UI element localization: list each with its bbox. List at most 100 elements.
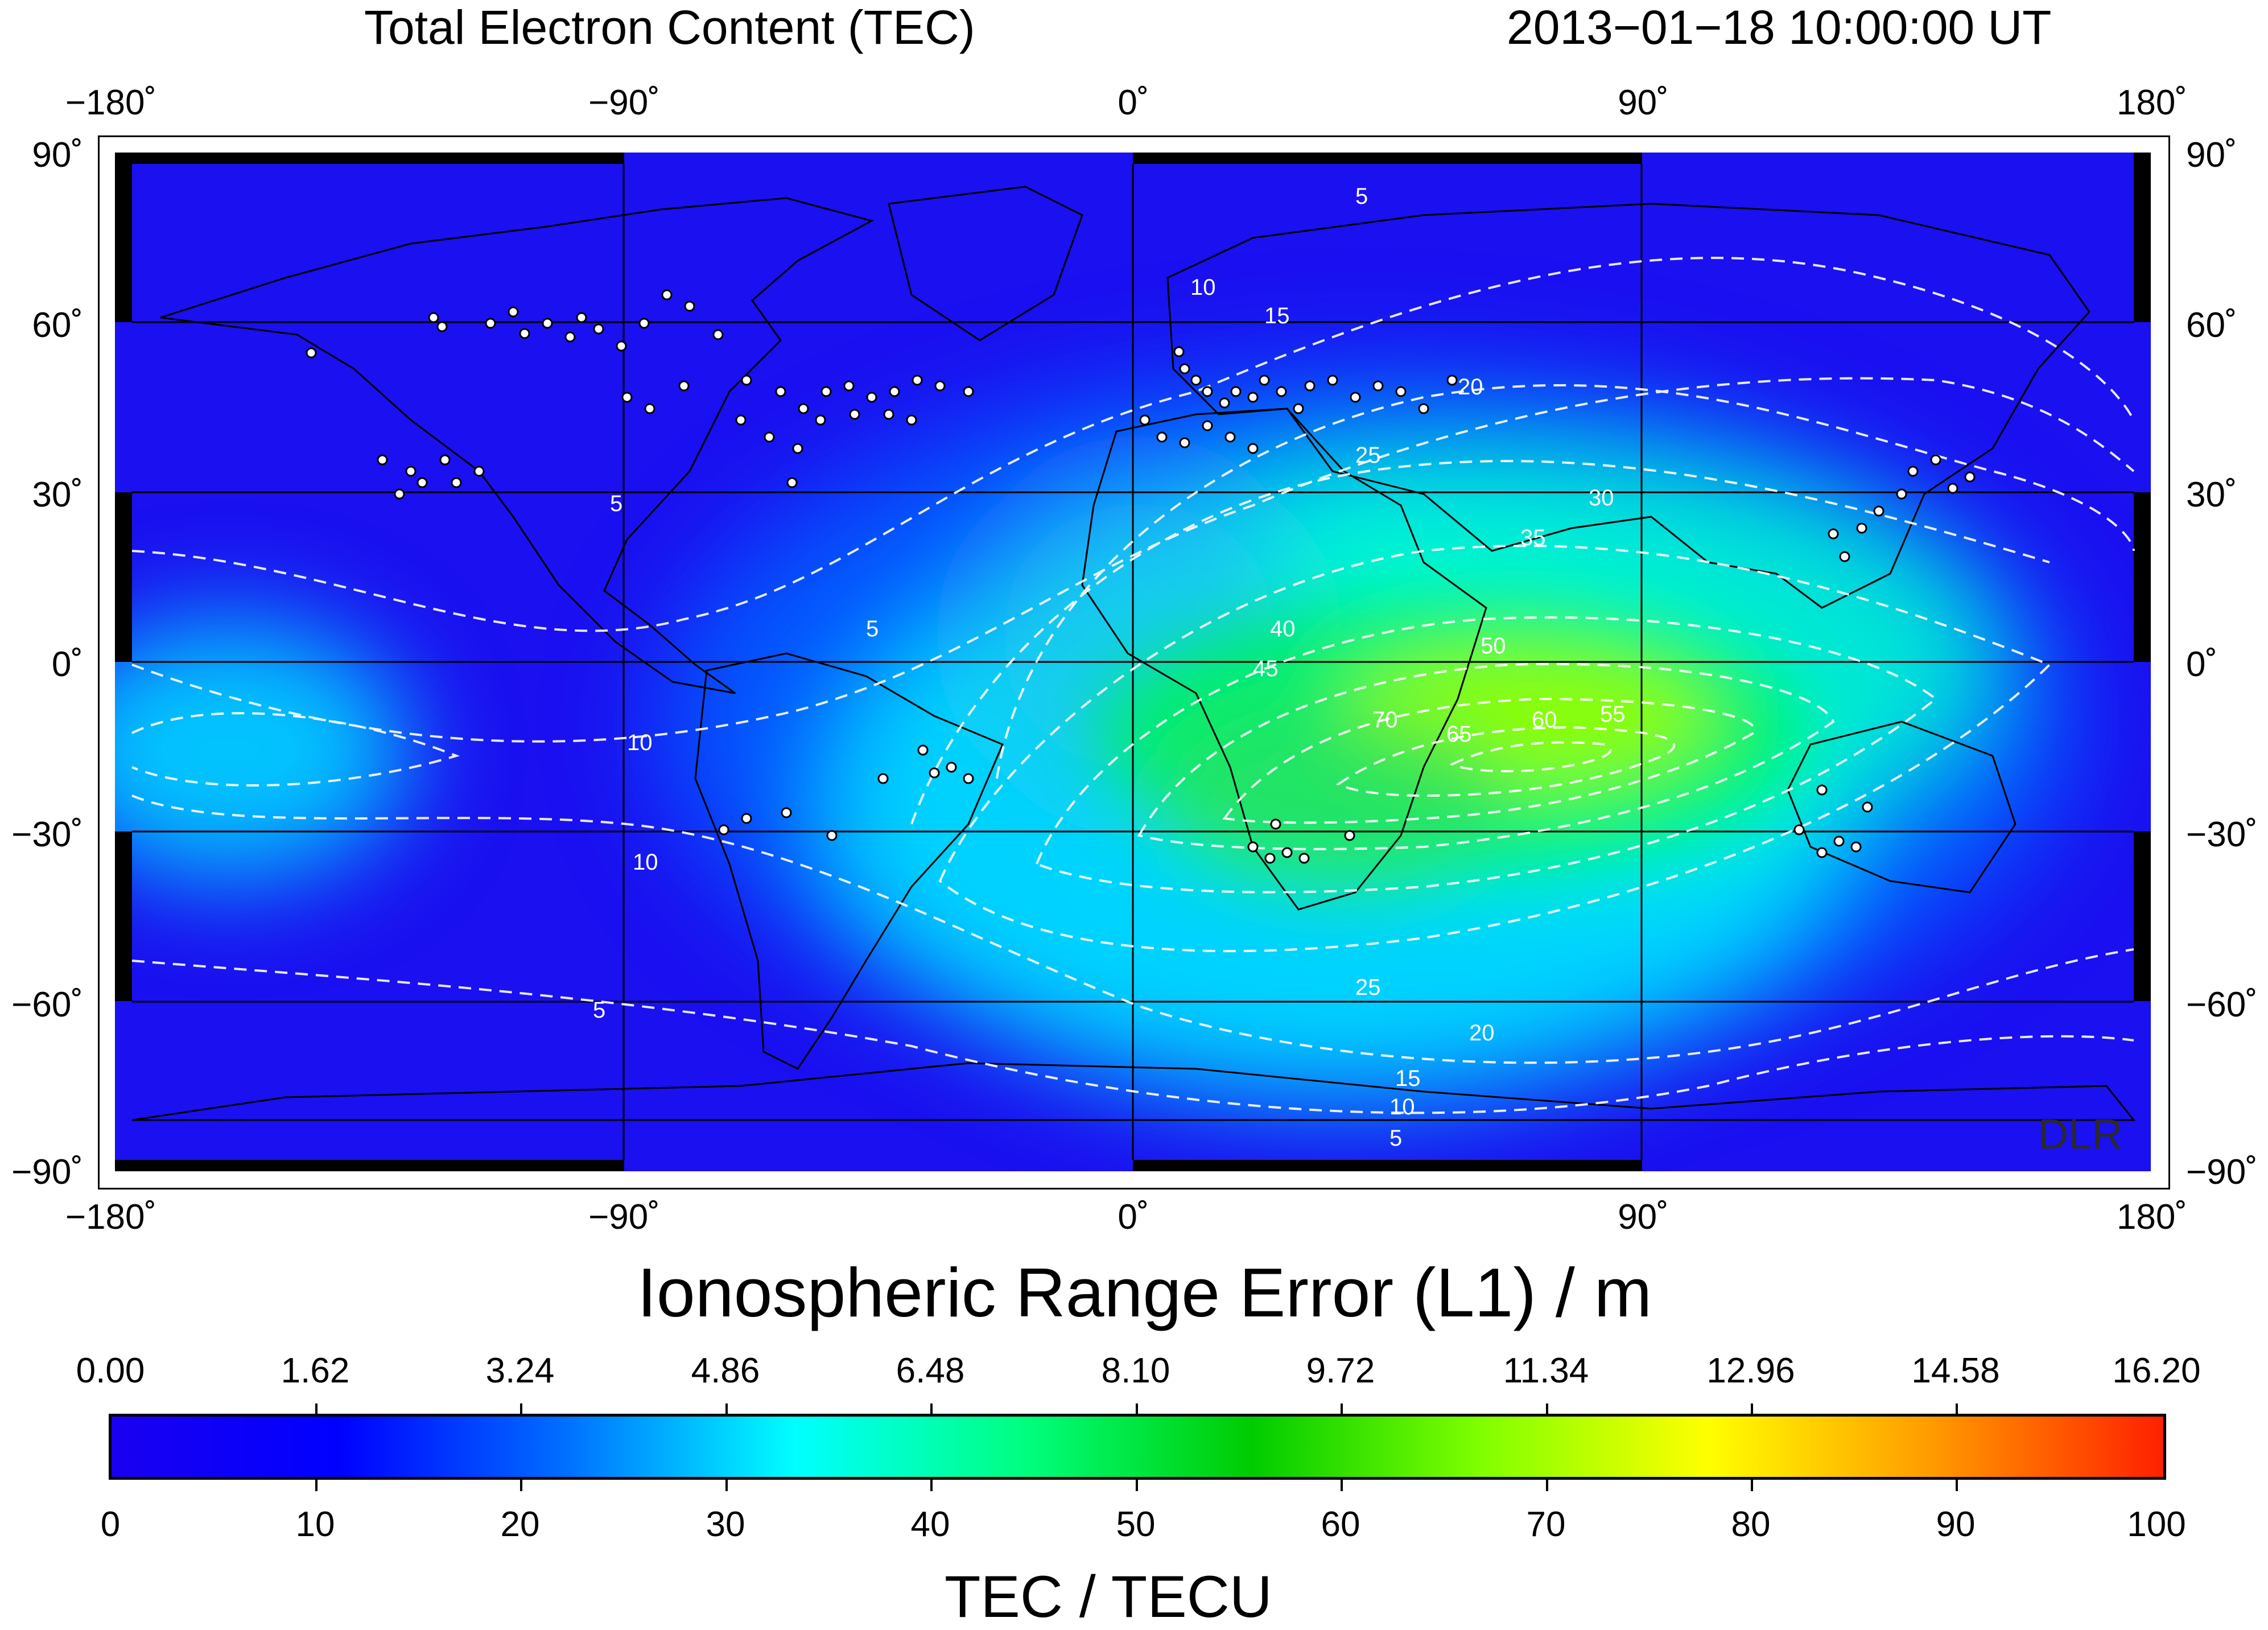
range-tick-label: 3.24 xyxy=(485,1351,555,1390)
contour-label: 55 xyxy=(1600,702,1626,727)
colorbar-tick xyxy=(930,1403,933,1416)
colorbar xyxy=(109,1414,2166,1480)
lat-label-left-30: 30˚ xyxy=(32,475,83,514)
tec-tick-label: 50 xyxy=(1116,1505,1156,1544)
contour-5-north xyxy=(131,257,2135,632)
contour-label: 45 xyxy=(1253,656,1279,681)
lon-label-bottom-0: 0˚ xyxy=(1117,1197,1149,1237)
lat-label-right-m90: −90˚ xyxy=(2186,1152,2258,1192)
colorbar-tick xyxy=(520,1479,522,1491)
range-tick-label: 6.48 xyxy=(896,1351,965,1390)
range-tick-label: 0.00 xyxy=(76,1351,145,1390)
lon-label-top-m90: −90˚ xyxy=(588,83,660,122)
greenland-coast xyxy=(888,186,1083,341)
contour-20 xyxy=(910,460,2050,825)
lat-label-right-m60: −60˚ xyxy=(2186,985,2258,1024)
eurasia-coast xyxy=(1166,203,2090,609)
lat-label-left-m90: −90˚ xyxy=(11,1152,83,1192)
contour-10-south xyxy=(131,795,2134,1064)
contour-label: 5 xyxy=(1355,184,1368,209)
range-tick-label: 9.72 xyxy=(1306,1351,1375,1390)
colorbar-tick xyxy=(520,1403,522,1416)
lon-label-top-180: 180˚ xyxy=(2116,83,2188,122)
range-tick-label: 12.96 xyxy=(1706,1351,1795,1390)
contour-label: 10 xyxy=(1190,275,1216,300)
lon-label-bottom-m180: −180˚ xyxy=(65,1197,157,1237)
colorbar-tick xyxy=(1136,1479,1138,1491)
contour-15 xyxy=(996,384,2135,779)
timestamp: 2013−01−18 10:00:00 UT xyxy=(1507,1,2052,54)
contour-label: 70 xyxy=(1372,707,1398,732)
range-error-title: Ionospheric Range Error (L1) / m xyxy=(637,1254,1652,1331)
africa-coast xyxy=(1081,407,1487,911)
colorbar-tick xyxy=(1341,1403,1343,1416)
colorbar-tick xyxy=(725,1403,728,1416)
lon-label-top-0: 0˚ xyxy=(1117,83,1149,122)
lon-label-bottom-90: 90˚ xyxy=(1618,1197,1669,1237)
lon-label-bottom-m90: −90˚ xyxy=(588,1197,660,1237)
contour-label: 5 xyxy=(866,616,879,641)
tec-tick-label: 10 xyxy=(295,1505,335,1544)
lat-label-right-30: 30˚ xyxy=(2186,475,2237,514)
contour-label: 5 xyxy=(1389,1126,1402,1151)
contour-label: 20 xyxy=(1469,1020,1495,1045)
australia-coast xyxy=(1787,721,2017,894)
contour-60 xyxy=(1336,726,1676,797)
contour-label: 15 xyxy=(1264,303,1290,328)
lon-label-top-90: 90˚ xyxy=(1618,83,1669,122)
tec-tick-label: 0 xyxy=(100,1505,121,1544)
contour-5-south xyxy=(131,960,2134,1114)
tec-tick-label: 70 xyxy=(1526,1505,1566,1544)
contour-label: 35 xyxy=(1520,525,1546,550)
contour-label: 60 xyxy=(1532,707,1557,732)
contour-70 xyxy=(1449,741,1612,772)
contour-label: 30 xyxy=(1589,485,1614,511)
colorbar-tick xyxy=(1751,1403,1753,1416)
range-tick-label: 8.10 xyxy=(1101,1351,1170,1390)
tec-tick-label: 80 xyxy=(1731,1505,1771,1544)
contour-25 xyxy=(938,545,2052,953)
tec-tick-label: 100 xyxy=(2127,1505,2186,1544)
tec-tick-label: 30 xyxy=(706,1505,745,1544)
contour-label: 25 xyxy=(1355,443,1381,468)
lat-label-right-0: 0˚ xyxy=(2186,645,2218,684)
range-tick-label: 11.34 xyxy=(1503,1351,1589,1390)
colorbar-tick xyxy=(930,1479,933,1491)
range-tick-label: 1.62 xyxy=(281,1351,350,1390)
colorbar-tick xyxy=(1341,1479,1343,1491)
range-tick-label: 4.86 xyxy=(691,1351,760,1390)
lat-label-right-60: 60˚ xyxy=(2186,306,2237,345)
contour-label: 10 xyxy=(627,730,653,755)
map-border-bars xyxy=(115,153,2151,1171)
lat-label-right-m30: −30˚ xyxy=(2186,815,2258,854)
lat-label-left-0: 0˚ xyxy=(51,645,83,684)
contour-10-pacific xyxy=(131,712,460,787)
contour-10-north xyxy=(131,377,2135,743)
tec-tick-label: 40 xyxy=(910,1505,950,1544)
lat-label-right-90: 90˚ xyxy=(2186,135,2237,175)
tec-axis-title: TEC / TECU xyxy=(945,1564,1272,1630)
lon-label-bottom-180: 180˚ xyxy=(2116,1197,2188,1237)
contour-label: 15 xyxy=(1395,1066,1421,1091)
gnss-stations xyxy=(306,289,1976,864)
lat-label-left-90: 90˚ xyxy=(32,135,83,175)
contour-label: 5 xyxy=(593,998,605,1023)
watermark: DLR xyxy=(2038,1110,2123,1158)
colorbar-tick xyxy=(315,1403,317,1416)
contour-label: 10 xyxy=(1389,1094,1415,1119)
contour-label: 20 xyxy=(1458,374,1483,400)
lat-label-left-m30: −30˚ xyxy=(11,815,83,854)
contour-label: 65 xyxy=(1446,722,1472,747)
colorbar-tick xyxy=(1751,1479,1753,1491)
contour-label: 40 xyxy=(1270,616,1296,641)
lat-label-left-m60: −60˚ xyxy=(11,985,83,1024)
tec-tick-label: 60 xyxy=(1321,1505,1360,1544)
north-america-coast xyxy=(160,197,875,694)
contour-label: 50 xyxy=(1481,633,1506,658)
range-tick-label: 16.20 xyxy=(2112,1351,2201,1390)
contour-labels: 5 10 15 20 25 30 35 40 45 50 55 60 65 70… xyxy=(593,184,1626,1151)
tec-tick-label: 90 xyxy=(1936,1505,1976,1544)
contour-label: 10 xyxy=(633,850,658,875)
colorbar-tick xyxy=(1546,1403,1548,1416)
colorbar-tick xyxy=(1546,1479,1548,1491)
